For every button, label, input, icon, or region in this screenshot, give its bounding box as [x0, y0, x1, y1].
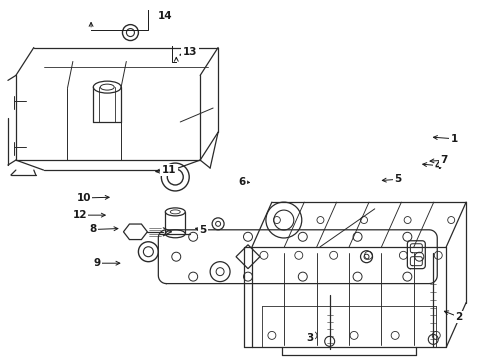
Text: 3: 3: [306, 333, 313, 343]
Text: 6: 6: [238, 177, 245, 187]
Text: 11: 11: [162, 165, 176, 175]
Text: 8: 8: [90, 225, 97, 234]
Text: 4: 4: [434, 161, 441, 171]
Text: 7: 7: [440, 155, 447, 165]
Text: 5: 5: [199, 225, 206, 235]
Text: 13: 13: [183, 46, 197, 57]
Text: 5: 5: [393, 174, 401, 184]
Text: 9: 9: [94, 258, 101, 268]
Text: 13: 13: [183, 46, 197, 57]
Text: 14: 14: [158, 11, 173, 21]
Text: 2: 2: [454, 312, 462, 322]
Text: 12: 12: [72, 210, 87, 220]
Text: 10: 10: [76, 193, 91, 203]
Text: 1: 1: [449, 134, 457, 144]
